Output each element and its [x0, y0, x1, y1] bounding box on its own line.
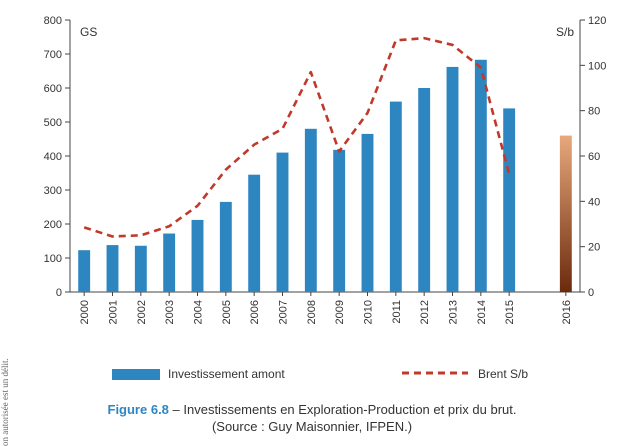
figure-number: Figure 6.8	[107, 402, 169, 417]
y-left-tick-label: 500	[44, 117, 62, 129]
legend-line-label: Brent S/b	[478, 367, 529, 381]
x-tick-label: 2008	[306, 300, 318, 324]
brent-line	[83, 36, 511, 238]
bar	[276, 152, 289, 292]
bar	[78, 250, 91, 292]
y-left-tick-label: 300	[44, 185, 62, 197]
y-left-tick-label: 800	[44, 15, 62, 27]
figure-caption: Figure 6.8 – Investissements en Explorat…	[0, 401, 624, 435]
x-tick-label: 2004	[193, 300, 205, 324]
bar	[304, 128, 317, 292]
x-tick-label: 2015	[504, 300, 516, 324]
x-tick-label: 2016	[561, 300, 573, 324]
legend-line-swatch	[402, 371, 468, 375]
y-right-tick-label: 60	[588, 151, 600, 163]
bar	[106, 245, 119, 292]
x-tick-label: 2012	[419, 300, 431, 324]
legend-bar-swatch	[112, 369, 160, 380]
chart: 0 100 200 300 400 500 600 700 800 0 20 40 60 80 100 120…	[44, 15, 607, 324]
x-tick-label: 2009	[334, 300, 346, 324]
x-tick-label: 2010	[363, 300, 375, 324]
y-left-tick-label: 200	[44, 219, 62, 231]
y-left-axis-label: GS	[80, 25, 97, 39]
bar	[474, 59, 487, 292]
bar	[503, 108, 516, 293]
y-right-tick-label: 120	[588, 15, 606, 27]
x-tick-label: 2000	[79, 300, 91, 324]
y-right-axis-label: S/b	[556, 25, 574, 39]
x-tick-label: 2003	[164, 300, 176, 324]
bar	[446, 66, 459, 292]
y-left-tick-label: 400	[44, 151, 62, 163]
bar	[389, 101, 402, 292]
y-left-tick-label: 600	[44, 83, 62, 95]
bar	[134, 245, 147, 292]
y-right-tick-label: 0	[588, 287, 594, 299]
bar	[163, 233, 176, 292]
y-left-tick-label: 0	[56, 287, 62, 299]
x-tick-label: 2007	[278, 300, 290, 324]
x-tick-label: 2005	[221, 300, 233, 324]
bar	[361, 133, 374, 292]
bar	[418, 88, 431, 292]
x-tick-label: 2014	[476, 300, 488, 324]
x-tick-label: 2002	[136, 300, 148, 324]
y-left-tick-label: 700	[44, 49, 62, 61]
x-tick-label: 2013	[448, 300, 460, 324]
y-left-tick-label: 100	[44, 253, 62, 265]
x-tick-label: 2006	[249, 300, 261, 324]
bar-2016	[559, 135, 572, 292]
caption-source: (Source : Guy Maisonnier, IFPEN.)	[211, 419, 413, 434]
y-right-tick-label: 100	[588, 60, 606, 72]
legend: Investissement amont Brent S/b	[0, 364, 624, 386]
bar	[333, 149, 346, 292]
y-right-tick-label: 80	[588, 106, 600, 118]
caption-title: Figure 6.8 – Investissements en Explorat…	[0, 401, 624, 418]
x-tick-label: 2001	[108, 300, 120, 324]
bar	[248, 174, 261, 292]
bar	[219, 201, 232, 292]
legend-bar-label: Investissement amont	[168, 367, 285, 381]
y-right-tick-label: 20	[588, 242, 600, 254]
caption-text: – Investissements en Exploration-Product…	[168, 402, 517, 417]
y-right-tick-label: 40	[588, 196, 600, 208]
x-tick-label: 2011	[391, 300, 403, 324]
bar	[191, 219, 204, 292]
